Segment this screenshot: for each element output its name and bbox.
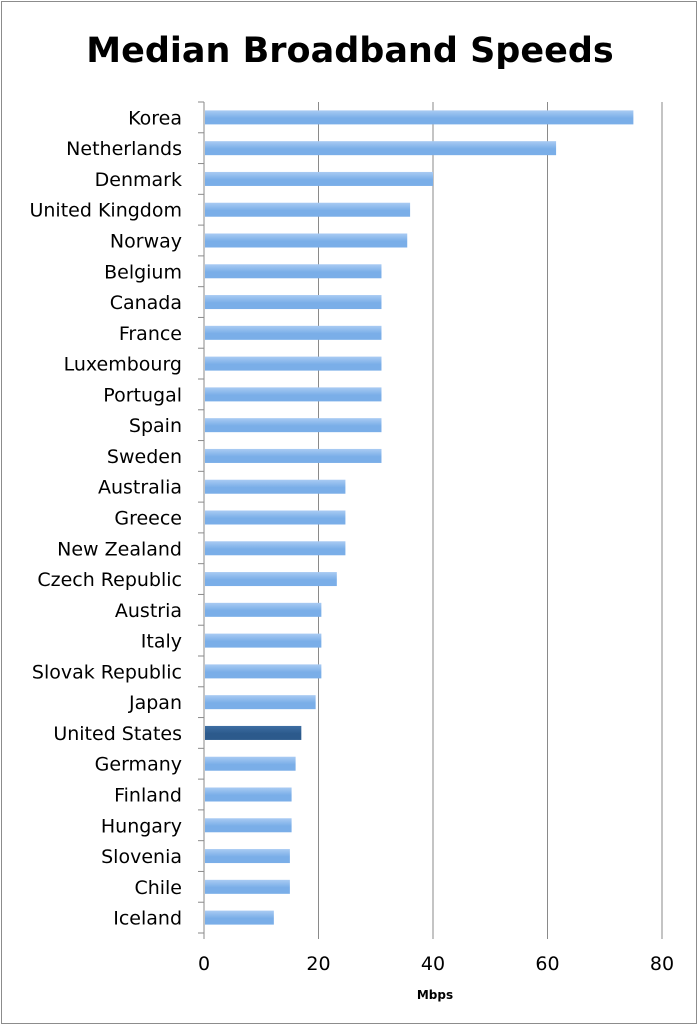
bar-united-kingdom — [205, 202, 411, 217]
bar-czech-republic — [205, 572, 337, 587]
category-label: Slovak Republic — [32, 661, 182, 683]
category-label: Luxembourg — [64, 354, 182, 376]
bar-canada — [205, 295, 382, 310]
category-label: Korea — [128, 107, 182, 129]
bar-italy — [205, 633, 322, 648]
bar-greece — [205, 510, 346, 525]
category-label: United Kingdom — [29, 200, 182, 222]
category-label: Italy — [141, 631, 182, 653]
category-label: Hungary — [101, 815, 182, 837]
bar-slovak-republic — [205, 664, 322, 679]
x-tick-label: 0 — [198, 953, 210, 975]
tick-labels: 0 20 40 60 80 — [198, 953, 674, 975]
category-label: Portugal — [103, 384, 182, 406]
category-label: Slovenia — [101, 846, 182, 868]
bar-spain — [205, 418, 382, 433]
category-labels: Korea Netherlands Denmark United Kingdom Nor… — [29, 107, 182, 929]
bar-australia — [205, 479, 346, 494]
bar-denmark — [205, 171, 433, 186]
category-label: Iceland — [113, 908, 182, 930]
category-label: Belgium — [104, 261, 182, 283]
bar-portugal — [205, 387, 382, 402]
category-label: United States — [53, 723, 182, 745]
bar-netherlands — [205, 141, 557, 156]
category-label: Norway — [110, 231, 182, 253]
bar-sweden — [205, 448, 382, 463]
bars — [205, 110, 634, 925]
category-label: New Zealand — [57, 538, 182, 560]
bar-france — [205, 325, 382, 340]
bar-hungary — [205, 818, 292, 833]
bar-norway — [205, 233, 408, 248]
bar-luxembourg — [205, 356, 382, 371]
x-tick-label: 80 — [650, 953, 674, 975]
bar-iceland — [205, 910, 274, 925]
grid-lines — [318, 102, 663, 933]
category-label: France — [119, 323, 182, 345]
bar-germany — [205, 756, 296, 771]
category-label: Netherlands — [66, 138, 182, 160]
bar-japan — [205, 695, 316, 710]
category-label: Greece — [114, 508, 182, 530]
category-label: Canada — [110, 292, 182, 314]
category-label: Australia — [98, 477, 182, 499]
category-label: Denmark — [95, 169, 182, 191]
category-label: Japan — [128, 692, 182, 714]
bar-finland — [205, 787, 292, 802]
category-label: Chile — [134, 877, 182, 899]
bar-austria — [205, 602, 322, 617]
category-label: Czech Republic — [37, 569, 182, 591]
bar-korea — [205, 110, 634, 125]
category-label: Finland — [114, 785, 182, 807]
category-label: Spain — [129, 415, 182, 437]
category-label: Germany — [95, 754, 182, 776]
bar-united-states — [205, 725, 302, 740]
x-tick-label: 60 — [535, 953, 559, 975]
bar-new-zealand — [205, 541, 346, 556]
chart-title: Median Broadband Speeds — [86, 31, 613, 71]
bar-belgium — [205, 264, 382, 279]
x-axis-title: Mbps — [417, 988, 453, 1002]
category-label: Sweden — [107, 446, 182, 468]
x-tick-label: 40 — [421, 953, 445, 975]
category-label: Austria — [115, 600, 182, 622]
axes — [198, 101, 663, 939]
bar-chile — [205, 879, 290, 894]
bar-slovenia — [205, 849, 290, 864]
x-tick-label: 20 — [306, 953, 330, 975]
